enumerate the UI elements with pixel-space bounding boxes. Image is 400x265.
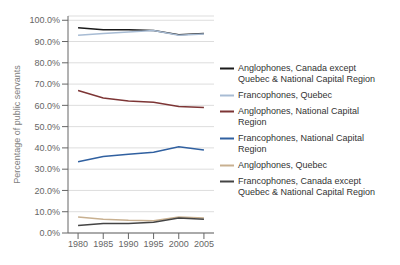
svg-text:1985: 1985: [93, 239, 113, 249]
html-text:Francophones, Quebec: Francophones, Quebec: [238, 89, 333, 100]
html-text:Anglophones, National Capital: Anglophones, National Capital: [238, 105, 360, 116]
svg-text:40.0%: 40.0%: [34, 143, 60, 153]
html-text:Anglophones, Quebec: Anglophones, Quebec: [238, 159, 328, 170]
svg-text:0.0%: 0.0%: [39, 228, 60, 238]
svg-text:1995: 1995: [144, 239, 164, 249]
html-text:Francophones, National Capital: Francophones, National Capital: [238, 132, 365, 143]
svg-text:50.0%: 50.0%: [34, 122, 60, 132]
svg-text:80.0%: 80.0%: [34, 58, 60, 68]
svg-text:1980: 1980: [68, 239, 88, 249]
html-text:Quebec & National Capital Regi: Quebec & National Capital Region: [238, 73, 376, 84]
html-text:Francophones, Canada except: Francophones, Canada except: [238, 175, 362, 186]
html-text:Region: Region: [238, 143, 267, 154]
svg-text:100.0%: 100.0%: [29, 15, 60, 25]
svg-text:90.0%: 90.0%: [34, 37, 60, 47]
svg-text:20.0%: 20.0%: [34, 186, 60, 196]
svg-text:Percentage of public servants: Percentage of public servants: [12, 65, 22, 184]
svg-text:1990: 1990: [118, 239, 138, 249]
html-text:Anglophones, Canada except: Anglophones, Canada except: [238, 62, 357, 73]
svg-text:70.0%: 70.0%: [34, 79, 60, 89]
html-text:Quebec & National Capital Regi: Quebec & National Capital Region: [238, 186, 376, 197]
svg-text:2000: 2000: [169, 239, 189, 249]
html-text:Region: Region: [238, 116, 267, 127]
svg-text:30.0%: 30.0%: [34, 164, 60, 174]
svg-text:2005: 2005: [194, 239, 214, 249]
svg-text:10.0%: 10.0%: [34, 207, 60, 217]
svg-text:60.0%: 60.0%: [34, 101, 60, 111]
